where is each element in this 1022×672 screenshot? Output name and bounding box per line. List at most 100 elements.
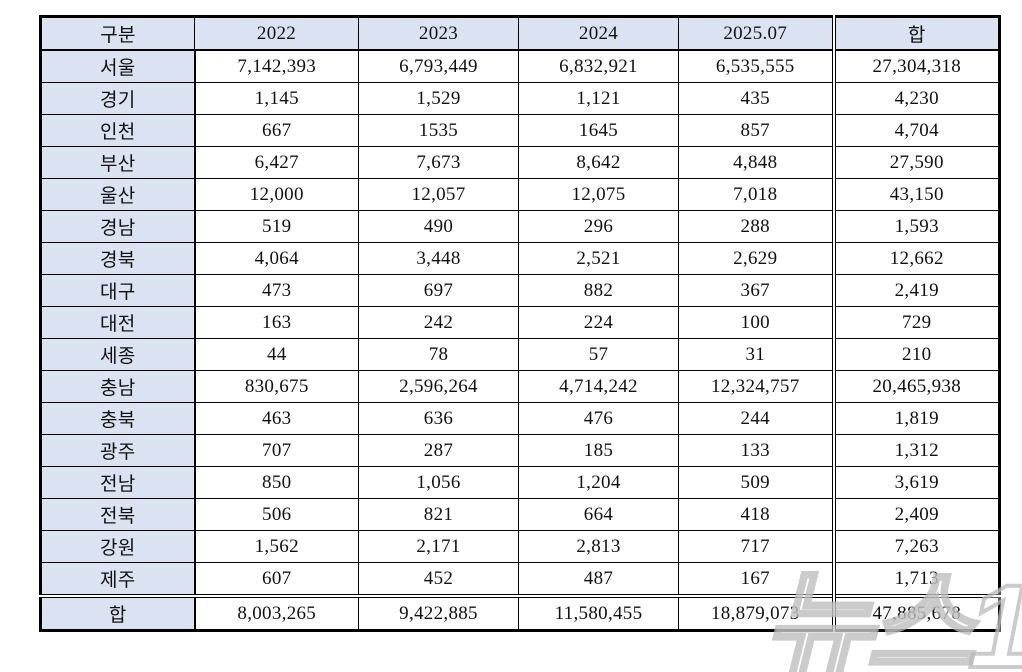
table-cell: 163: [194, 306, 359, 339]
table-cell: 830,675: [194, 370, 359, 403]
table-cell: 242: [358, 306, 519, 339]
column-header: 합: [831, 16, 1000, 51]
table-cell: 473: [194, 274, 359, 307]
row-label: 서울: [40, 49, 196, 83]
table-cell: 2,629: [678, 242, 834, 275]
table-cell: 636: [358, 402, 519, 435]
table-cell: 185: [518, 434, 679, 467]
table-row: 경기 1,145 1,529 1,121 435 4,230: [40, 82, 1000, 115]
table-row: 세종 44 78 57 31 210: [40, 338, 1000, 371]
row-label: 경북: [40, 242, 196, 275]
table-cell: 6,793,449: [358, 49, 519, 83]
table-cell: 12,324,757: [678, 370, 834, 403]
table-row: 인천 667 1535 1645 857 4,704: [40, 114, 1000, 147]
row-label: 울산: [40, 178, 196, 211]
table-cell: 78: [358, 338, 519, 371]
table-cell: 1,562: [194, 530, 359, 563]
table-cell: 1,121: [518, 82, 679, 115]
table-cell: 850: [194, 466, 359, 499]
table-cell: 287: [358, 434, 519, 467]
table-cell: 2,813: [518, 530, 679, 563]
table-cell: 519: [194, 210, 359, 243]
table-cell: 1,312: [831, 434, 1000, 467]
table-row: 대구 473 697 882 367 2,419: [40, 274, 1000, 307]
table-cell: 490: [358, 210, 519, 243]
table-cell: 1645: [518, 114, 679, 147]
row-label: 대구: [40, 274, 196, 307]
table-cell: 476: [518, 402, 679, 435]
table-row: 광주 707 287 185 133 1,312: [40, 434, 1000, 467]
table-row: 서울 7,142,393 6,793,449 6,832,921 6,535,555 27…: [40, 49, 1000, 83]
column-header: 2024: [518, 16, 679, 51]
table-cell: 3,448: [358, 242, 519, 275]
row-label: 광주: [40, 434, 196, 467]
data-table: 구분 2022 2023 2024 2025.07 합 서울 7,142,393 6,793,…: [39, 15, 1001, 632]
table-cell: 1535: [358, 114, 519, 147]
table-row: 충남 830,675 2,596,264 4,714,242 12,324,757 20,…: [40, 370, 1000, 403]
table-row: 울산 12,000 12,057 12,075 7,018 43,150: [40, 178, 1000, 211]
table-cell: 2,409: [831, 498, 1000, 531]
column-header: 2025.07: [678, 16, 834, 51]
table-cell: 882: [518, 274, 679, 307]
table-cell: 9,422,885: [358, 594, 519, 631]
table-cell: 12,662: [831, 242, 1000, 275]
table-cell: 2,171: [358, 530, 519, 563]
table-row: 대전 163 242 224 100 729: [40, 306, 1000, 339]
table-cell: 31: [678, 338, 834, 371]
table-cell: 47,885,678: [831, 594, 1000, 631]
total-row: 합 8,003,265 9,422,885 11,580,455 18,879,073 4…: [40, 594, 1000, 631]
table-row: 경남 519 490 296 288 1,593: [40, 210, 1000, 243]
table-cell: 418: [678, 498, 834, 531]
table-cell: 43,150: [831, 178, 1000, 211]
table-cell: 664: [518, 498, 679, 531]
table-cell: 4,714,242: [518, 370, 679, 403]
row-label: 강원: [40, 530, 196, 563]
table-cell: 12,057: [358, 178, 519, 211]
column-header: 구분: [40, 16, 195, 51]
table-row: 전북 506 821 664 418 2,409: [40, 498, 1000, 531]
table-cell: 18,879,073: [678, 594, 834, 631]
row-label: 경기: [40, 82, 196, 115]
table-cell: 435: [678, 82, 834, 115]
table-cell: 463: [194, 402, 359, 435]
row-label: 충남: [40, 370, 196, 403]
table-row: 부산 6,427 7,673 8,642 4,848 27,590: [40, 146, 1000, 179]
row-label: 경남: [40, 210, 196, 243]
table-cell: 57: [518, 338, 679, 371]
table-row: 경북 4,064 3,448 2,521 2,629 12,662: [40, 242, 1000, 275]
table-cell: 27,304,318: [831, 49, 1000, 83]
table-cell: 667: [194, 114, 359, 147]
table-cell: 1,056: [358, 466, 519, 499]
row-label: 제주: [40, 562, 196, 597]
table-cell: 44: [194, 338, 359, 371]
table-cell: 2,521: [518, 242, 679, 275]
table-cell: 607: [194, 562, 359, 597]
table-cell: 3,619: [831, 466, 1000, 499]
table-cell: 11,580,455: [518, 594, 679, 631]
table-row: 강원 1,562 2,171 2,813 717 7,263: [40, 530, 1000, 563]
table-cell: 1,713: [831, 562, 1000, 597]
table-cell: 729: [831, 306, 1000, 339]
table-cell: 133: [678, 434, 834, 467]
table-row: 전남 850 1,056 1,204 509 3,619: [40, 466, 1000, 499]
table-cell: 4,848: [678, 146, 834, 179]
table-cell: 20,465,938: [831, 370, 1000, 403]
table-cell: 2,596,264: [358, 370, 519, 403]
table-cell: 7,018: [678, 178, 834, 211]
table-cell: 8,003,265: [194, 594, 359, 631]
table-cell: 4,704: [831, 114, 1000, 147]
table-cell: 210: [831, 338, 1000, 371]
row-label: 세종: [40, 338, 196, 371]
table-cell: 167: [678, 562, 834, 597]
table-cell: 1,593: [831, 210, 1000, 243]
table-cell: 7,263: [831, 530, 1000, 563]
row-label: 대전: [40, 306, 196, 339]
table-cell: 1,204: [518, 466, 679, 499]
row-label: 합: [40, 594, 196, 631]
table-cell: 224: [518, 306, 679, 339]
table-body: 서울 7,142,393 6,793,449 6,832,921 6,535,555 27…: [40, 49, 1000, 631]
table-cell: 509: [678, 466, 834, 499]
table-cell: 367: [678, 274, 834, 307]
table-cell: 506: [194, 498, 359, 531]
